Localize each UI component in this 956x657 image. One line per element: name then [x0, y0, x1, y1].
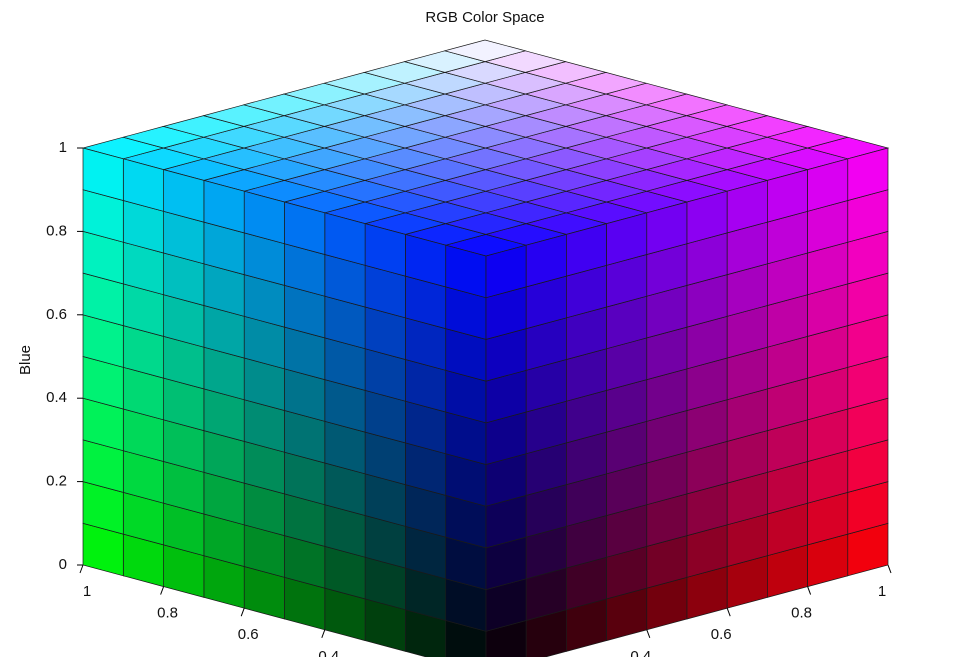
chart-title: RGB Color Space	[425, 9, 544, 26]
y-tick-label: 1	[83, 583, 91, 600]
y-tick-label: 0.8	[157, 605, 178, 622]
x-tick	[726, 608, 731, 617]
x-tick-label: 1	[878, 583, 886, 600]
z-tick-label: 0.2	[46, 473, 67, 490]
cube-cell	[443, 39, 527, 62]
y-tick	[79, 564, 84, 574]
x-tick-label: 0.8	[791, 605, 812, 622]
cube	[81, 39, 890, 657]
y-tick	[240, 608, 245, 617]
z-axis-label: Blue	[17, 345, 34, 375]
y-tick	[160, 586, 165, 595]
x-tick-label: 0.6	[711, 626, 732, 643]
z-tick-label: 0.6	[46, 306, 67, 323]
x-tick	[646, 629, 651, 638]
z-tick-label: 0.8	[46, 222, 67, 239]
y-tick-label: 0.4	[318, 648, 339, 657]
z-tick-label: 0	[59, 556, 67, 573]
y-tick	[321, 629, 326, 638]
z-tick-label: 1	[59, 139, 67, 156]
cube-cell	[847, 147, 889, 201]
x-tick	[807, 586, 812, 595]
y-tick-label: 0.6	[238, 626, 259, 643]
z-tick-label: 0.4	[46, 389, 67, 406]
x-tick	[887, 564, 892, 574]
x-tick-label: 0.4	[630, 648, 651, 657]
